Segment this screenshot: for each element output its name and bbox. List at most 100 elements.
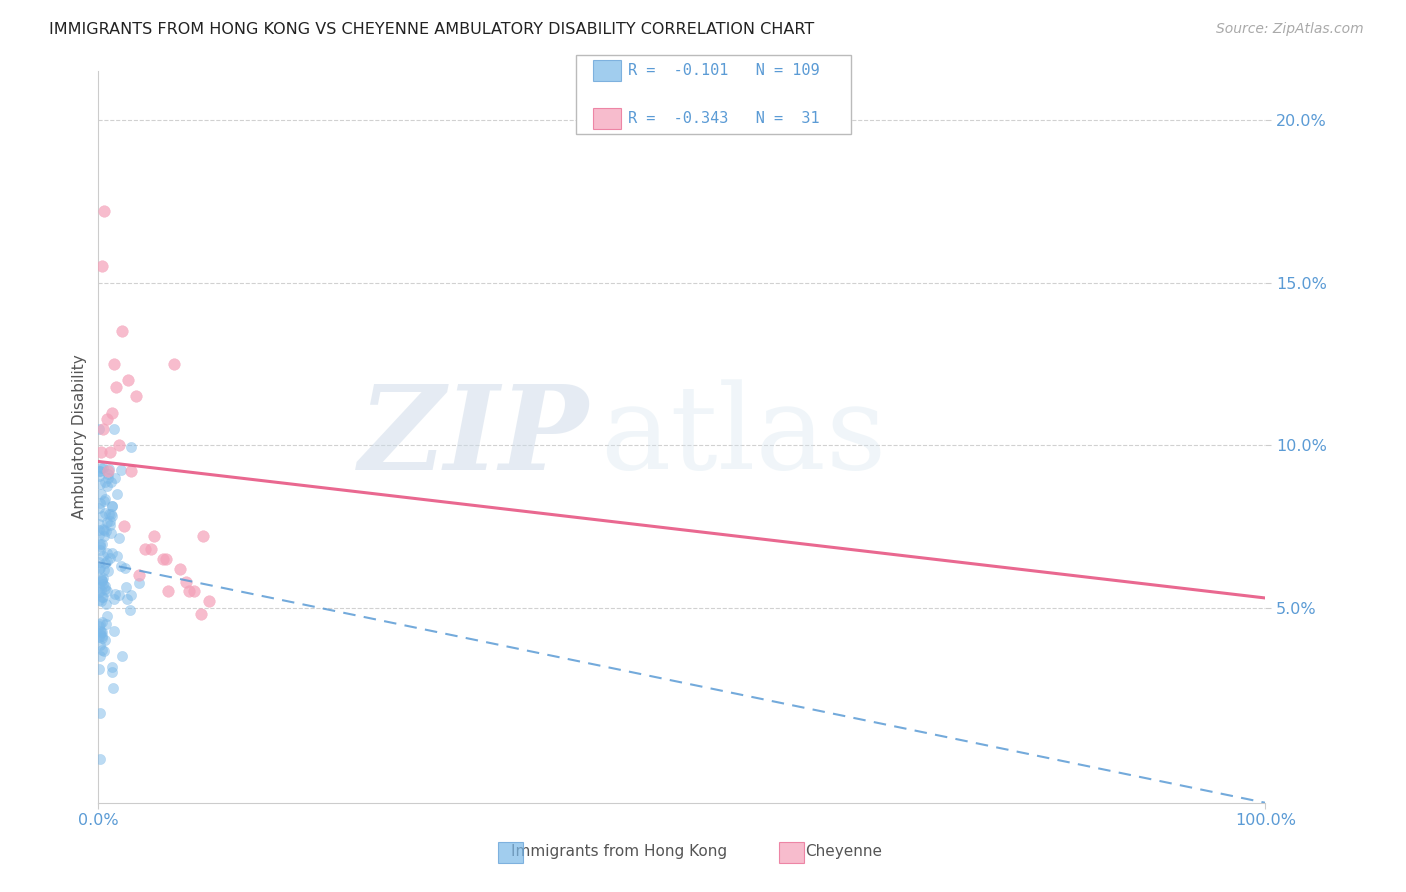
Point xyxy=(90,582,112,597)
Point xyxy=(120,588,142,602)
Text: atlas: atlas xyxy=(600,380,887,494)
Point xyxy=(90,590,112,604)
Point xyxy=(198,594,221,608)
Point xyxy=(125,389,148,403)
Point xyxy=(97,471,120,485)
Text: Immigrants from Hong Kong: Immigrants from Hong Kong xyxy=(510,845,727,859)
Point xyxy=(87,464,110,478)
Point xyxy=(96,546,118,560)
Point xyxy=(139,542,162,557)
Text: Source: ZipAtlas.com: Source: ZipAtlas.com xyxy=(1216,22,1364,37)
Point xyxy=(155,552,177,566)
Point xyxy=(105,549,128,564)
Point xyxy=(169,562,191,576)
Point xyxy=(93,644,115,658)
Point xyxy=(87,592,110,607)
Point xyxy=(179,584,201,599)
Point xyxy=(101,665,124,679)
Point xyxy=(89,648,111,663)
Point xyxy=(115,592,138,607)
Point xyxy=(96,608,118,623)
Point xyxy=(89,624,111,638)
Point xyxy=(89,585,111,599)
Point xyxy=(100,507,122,521)
Point xyxy=(103,624,125,638)
Point xyxy=(103,422,125,436)
Point xyxy=(91,577,114,591)
Point xyxy=(101,406,124,420)
Point xyxy=(100,659,122,673)
Point xyxy=(97,464,120,478)
Point xyxy=(96,583,118,598)
Point xyxy=(117,373,139,387)
Point xyxy=(89,561,111,575)
Point xyxy=(91,461,114,475)
Point xyxy=(89,524,111,538)
Point xyxy=(93,529,115,543)
Point xyxy=(101,545,124,559)
Text: IMMIGRANTS FROM HONG KONG VS CHEYENNE AMBULATORY DISABILITY CORRELATION CHART: IMMIGRANTS FROM HONG KONG VS CHEYENNE AM… xyxy=(49,22,814,37)
Point xyxy=(89,555,111,569)
Point xyxy=(91,549,114,564)
Point xyxy=(87,422,110,436)
Point xyxy=(91,574,114,588)
Point xyxy=(91,522,114,536)
Point xyxy=(91,590,114,604)
Point xyxy=(110,463,132,477)
Point xyxy=(89,537,111,551)
Point xyxy=(128,568,150,582)
Point xyxy=(111,325,134,339)
Point xyxy=(93,523,115,537)
Point xyxy=(94,524,117,538)
Point xyxy=(134,542,156,557)
Point xyxy=(90,615,112,630)
Point xyxy=(152,552,174,566)
Point xyxy=(112,519,135,533)
Point xyxy=(104,587,127,601)
Point xyxy=(174,574,197,589)
Point xyxy=(89,751,111,765)
Point xyxy=(89,539,111,553)
Point xyxy=(90,594,112,608)
Point xyxy=(93,204,115,219)
Point xyxy=(98,551,121,566)
Point xyxy=(90,572,112,586)
Point xyxy=(91,509,114,524)
Point xyxy=(93,563,115,577)
Point xyxy=(111,649,134,664)
Point xyxy=(94,556,117,570)
Point xyxy=(100,525,122,540)
Point xyxy=(97,462,120,476)
Point xyxy=(94,507,117,521)
Point xyxy=(91,642,114,657)
Point xyxy=(163,357,186,371)
Point xyxy=(87,662,110,676)
Point xyxy=(90,537,112,551)
Point xyxy=(97,564,120,578)
Point xyxy=(90,574,112,588)
Point xyxy=(96,516,118,530)
Point xyxy=(93,494,115,508)
Point xyxy=(193,529,215,543)
Point xyxy=(118,603,141,617)
Point xyxy=(103,357,125,371)
Point xyxy=(87,527,110,541)
Point xyxy=(104,470,127,484)
Point xyxy=(89,639,111,653)
Point xyxy=(90,624,112,639)
Text: R =  -0.101   N = 109: R = -0.101 N = 109 xyxy=(628,63,820,78)
Point xyxy=(94,597,117,611)
Point xyxy=(103,591,125,606)
Point xyxy=(89,501,111,516)
Point xyxy=(114,561,136,575)
Point xyxy=(108,438,131,452)
Text: ZIP: ZIP xyxy=(359,380,589,494)
Point xyxy=(96,554,118,568)
Point xyxy=(90,629,112,643)
Point xyxy=(104,380,127,394)
Point xyxy=(87,517,110,532)
Text: Cheyenne: Cheyenne xyxy=(806,845,882,859)
Point xyxy=(107,532,129,546)
Point xyxy=(120,464,142,478)
Point xyxy=(89,476,111,491)
